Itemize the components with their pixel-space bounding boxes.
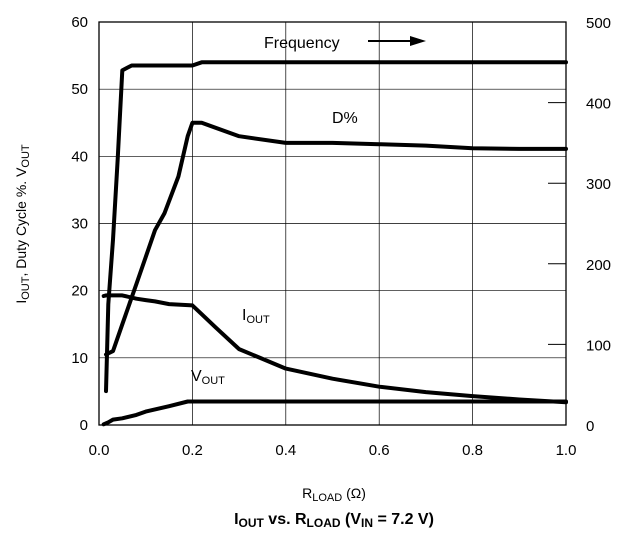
y2-tick-label: 0 (586, 418, 594, 435)
ticks: 0.0 0.2 0.4 0.6 0.8 1.0 0 10 20 30 40 50 60 0 100 200 30… (71, 14, 611, 459)
y-axis-title-p2: , Duty Cycle %. V (13, 167, 29, 277)
x-tick-label: 1.0 (556, 442, 577, 459)
title-p2-sub: LOAD (307, 516, 341, 530)
vout-label-sub: OUT (202, 375, 226, 387)
x-axis-title-sub: LOAD (312, 492, 342, 504)
iout-label-sub: OUT (246, 314, 270, 326)
grid (99, 22, 566, 425)
y2-tick-label: 400 (586, 96, 611, 113)
iout-label-main: I (242, 307, 246, 324)
y2-tick-label: 100 (586, 337, 611, 354)
y-tick-label: 20 (71, 283, 88, 300)
x-tick-label: 0.6 (369, 442, 390, 459)
y2-tick-label: 300 (586, 176, 611, 193)
title-p4: = 7.2 V) (373, 511, 434, 528)
frequency-label: Frequency (264, 35, 340, 52)
frequency-annotation: Frequency (264, 35, 426, 52)
series-line-frequency (104, 60, 568, 394)
y-tick-label: 30 (71, 216, 88, 233)
x-tick-label: 0.0 (89, 442, 110, 459)
x-tick-label: 0.4 (275, 442, 296, 459)
y-tick-label: 0 (80, 417, 88, 434)
iout-label: IOUT (242, 307, 270, 326)
y-tick-label: 40 (71, 148, 88, 165)
y-axis-title: IOUT, Duty Cycle %. VOUT (13, 144, 32, 304)
x-tick-label: 0.8 (462, 442, 483, 459)
y-tick-label: 60 (71, 14, 88, 31)
y-axis-title-p1: I (13, 300, 29, 304)
x-tick-label: 0.2 (182, 442, 203, 459)
vout-label-main: V (191, 368, 202, 385)
series-line-vout (101, 399, 568, 427)
x-axis-title-unit: (Ω) (342, 485, 366, 501)
x-axis-title: RLOAD (Ω) (302, 485, 366, 504)
title-p3-sub: IN (361, 516, 373, 530)
title-p3: (V (341, 511, 362, 528)
title-p2: vs. R (264, 511, 307, 528)
y-tick-label: 50 (71, 81, 88, 98)
series-layer (101, 60, 568, 427)
y-axis-title-p1-sub: OUT (20, 276, 32, 300)
y-axis-title-p2-sub: OUT (20, 144, 32, 168)
x-axis-title-main: R (302, 485, 312, 501)
y-tick-label: 10 (71, 350, 88, 367)
duty-cycle-label: D% (332, 110, 358, 127)
title-p1: I (234, 511, 238, 528)
series-line-iout (101, 293, 568, 405)
plot-frame (98, 21, 567, 426)
series-line-duty (104, 120, 568, 357)
vout-label: VOUT (191, 368, 225, 387)
chart-title: IOUT vs. RLOAD (VIN = 7.2 V) (234, 511, 434, 530)
frequency-arrow-head (410, 36, 426, 46)
y2-tick-label: 500 (586, 15, 611, 32)
y2-tick-label: 200 (586, 257, 611, 274)
title-p1-sub: OUT (239, 516, 265, 530)
